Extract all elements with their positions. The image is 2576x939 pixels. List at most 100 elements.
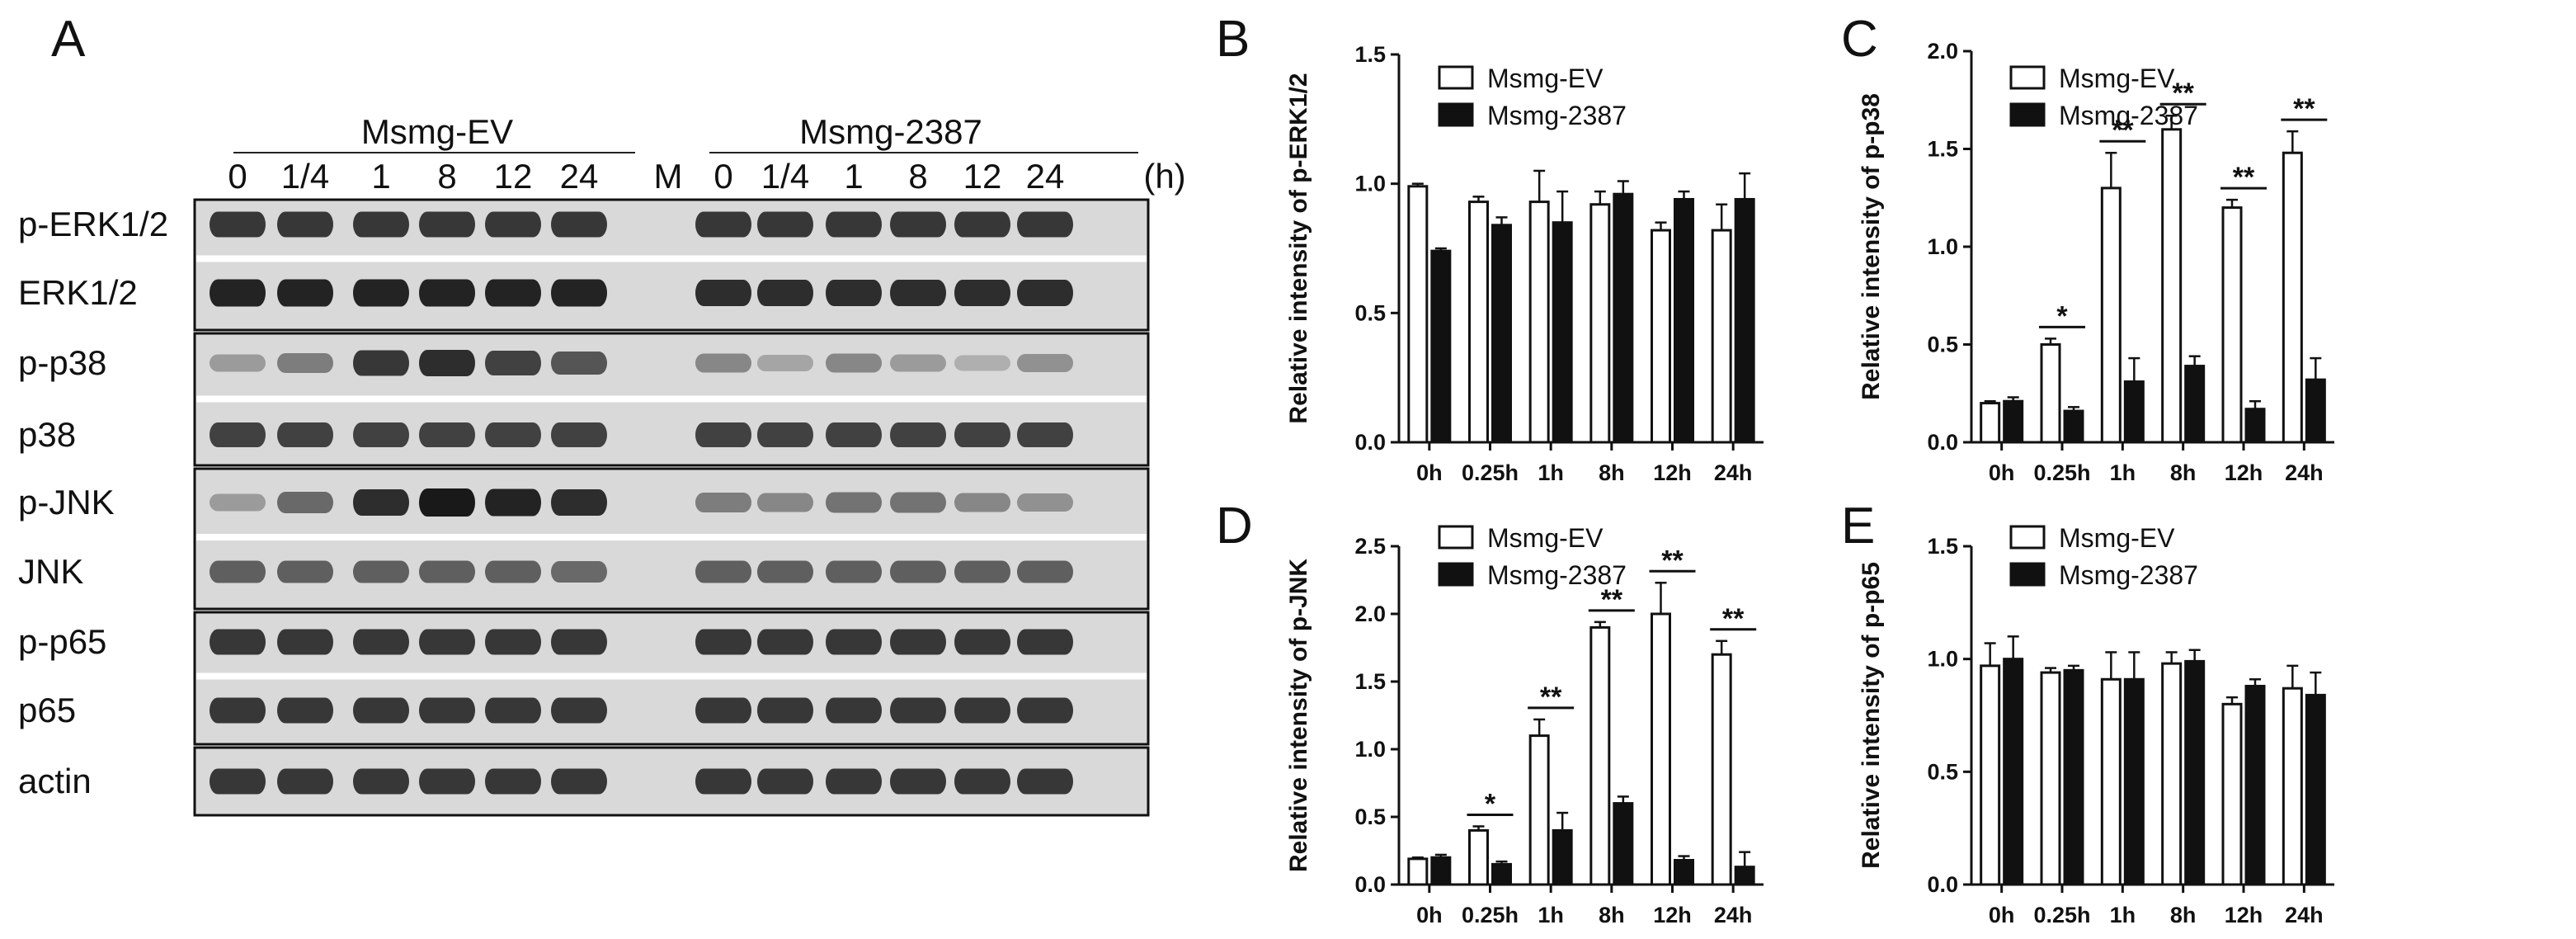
blot-band: [419, 629, 475, 655]
blot-band: [1017, 697, 1073, 724]
bar-msmg-2387: [2123, 677, 2145, 886]
legend-label: Msmg-2387: [2059, 560, 2198, 590]
blot-band: [890, 211, 946, 238]
significance-label: **: [1540, 682, 1562, 713]
bar-msmg-ev: [2100, 677, 2122, 886]
blot-row-label: p38: [18, 415, 76, 454]
blot-band: [757, 697, 813, 724]
blot-band: [954, 629, 1010, 655]
significance-label: **: [1601, 584, 1623, 616]
bar-msmg-ev: [2161, 662, 2183, 886]
blot-band: [757, 280, 813, 306]
blot-row-label: p-p38: [18, 343, 106, 382]
y-axis-label: Relative intensity of p-p38: [1858, 93, 1885, 400]
lane-label: 12: [494, 157, 533, 196]
blot-band: [826, 353, 882, 373]
blot-band: [826, 697, 882, 724]
bar-msmg-2387: [2063, 668, 2084, 886]
x-tick-label: 0h: [1989, 903, 2015, 927]
blot-box: p-JNK JNK: [18, 467, 1150, 611]
bar-msmg-ev: [2161, 128, 2183, 444]
x-tick-label: 0h: [1989, 460, 2015, 485]
blot-box: actin: [18, 746, 1150, 817]
panel-letter-b: B: [1216, 11, 1250, 68]
lane-label: 8: [437, 157, 456, 196]
x-tick-label: 1h: [1538, 903, 1564, 927]
bar-msmg-2387: [1430, 856, 1452, 886]
blot-band: [353, 560, 409, 583]
blot-band: [757, 493, 813, 512]
y-axis-label: Relative intensity of p-JNK: [1285, 559, 1312, 872]
blot-band: [954, 355, 1010, 371]
blot-band: [485, 279, 541, 307]
blot-band: [353, 211, 409, 238]
blot-band: [1017, 354, 1073, 372]
bar-msmg-ev: [1528, 734, 1550, 886]
blot-band: [419, 560, 475, 583]
blot-band: [695, 493, 751, 512]
blot-band: [551, 629, 607, 655]
bar-msmg-ev: [2221, 702, 2243, 886]
lane-label: 8: [908, 157, 927, 196]
blot-band: [954, 422, 1010, 447]
blot-band: [890, 560, 946, 583]
x-tick-label: 12h: [2225, 903, 2263, 927]
blot-band: [1017, 211, 1073, 238]
blot-box: p-p65 p65: [18, 611, 1150, 746]
panel-letter-e: E: [1841, 498, 1875, 554]
bar-msmg-2387: [2305, 693, 2326, 886]
blot-band: [419, 279, 475, 307]
blot-row-label: JNK: [18, 552, 83, 591]
bar-msmg-ev: [1589, 625, 1611, 886]
blot-band: [485, 697, 541, 724]
blot-band: [890, 629, 946, 655]
blot-band: [954, 280, 1010, 306]
y-tick-label: 2.5: [1354, 534, 1386, 559]
blot-band: [757, 211, 813, 238]
lane-label: 24: [560, 157, 599, 196]
bar-msmg-ev: [1589, 203, 1611, 444]
blot-band: [1017, 280, 1073, 306]
chart-b: B 0.0 0.5 1.0 1.5 Relative intensity of p-ERK…: [1216, 11, 1764, 485]
y-tick-label: 0.0: [1354, 872, 1386, 897]
blot-band: [210, 560, 266, 583]
blot-band: [277, 697, 333, 724]
blot-band: [419, 768, 475, 795]
blot-band: [890, 697, 946, 724]
legend-label: Msmg-EV: [1487, 64, 1604, 93]
significance-label: *: [1485, 788, 1496, 819]
x-tick-label: 1h: [2110, 903, 2136, 927]
bar-msmg-ev: [1468, 201, 1489, 444]
bar-msmg-ev: [1407, 857, 1429, 886]
y-tick-label: 1.0: [1927, 234, 1958, 259]
x-tick-label: 12h: [2225, 460, 2263, 485]
blot-band: [277, 492, 333, 513]
blot-band: [551, 489, 607, 516]
blot-row-label: p65: [18, 691, 76, 729]
bar-msmg-2387: [2184, 659, 2206, 886]
blot-band: [954, 768, 1010, 795]
blot-band: [826, 422, 882, 447]
y-tick-label: 1.0: [1354, 172, 1386, 196]
blot-band: [695, 629, 751, 655]
bar-msmg-2387: [1491, 862, 1512, 886]
blot-band: [1017, 560, 1073, 583]
blot-band: [210, 697, 266, 724]
bar-msmg-ev: [2040, 671, 2061, 886]
blot-band: [210, 211, 266, 238]
blot-band: [277, 211, 333, 238]
y-tick-label: 2.0: [1354, 602, 1386, 626]
lane-label-marker: M: [654, 157, 683, 196]
x-tick-label: 0.25h: [1462, 460, 1519, 485]
bar-msmg-ev: [2282, 687, 2303, 886]
bar-msmg-2387: [2244, 684, 2266, 886]
blot-separator: [196, 534, 1147, 540]
bar-msmg-2387: [1552, 828, 1573, 886]
x-tick-label: 0h: [1416, 903, 1443, 927]
bar-msmg-ev: [1651, 229, 1671, 444]
bar-msmg-2387: [2244, 408, 2266, 444]
blot-band: [757, 560, 813, 583]
legend-swatch-msmg-2387: [1438, 102, 1474, 127]
legend-label: Msmg-EV: [1487, 523, 1604, 553]
x-tick-label: 24h: [1714, 460, 1753, 485]
